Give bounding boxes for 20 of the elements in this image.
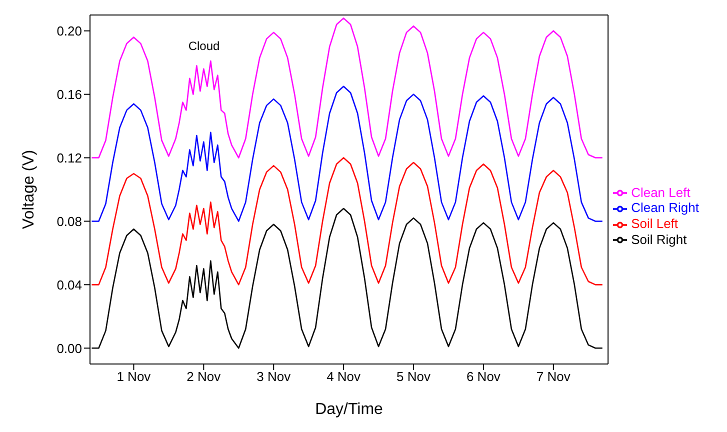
legend-label: Soil Left [631,216,678,231]
y-tick-label: 0.00 [56,340,82,356]
x-tick-label: 4 Nov [326,369,362,384]
annotation: Cloud [188,39,220,53]
x-tick-label: 7 Nov [536,369,571,384]
y-tick-label: 0.12 [56,150,82,166]
x-tick-label: 2 Nov [186,369,222,384]
x-tick-label: 1 Nov [116,369,152,384]
legend-label: Clean Right [631,200,699,216]
y-tick-label: 0.04 [56,277,82,292]
x-tick-label: 3 Nov [256,369,292,384]
legend-label: Soil Right [631,232,687,247]
x-tick-label: 6 Nov [466,369,501,384]
y-tick-label: 0.20 [56,23,82,38]
legend-label: Clean Left [631,184,690,200]
x-axis-title: Day/Time [315,401,384,418]
x-tick-label: 5 Nov [396,369,431,384]
y-axis-title: Voltage (V) [20,150,38,230]
y-tick-label: 0.08 [56,214,82,229]
y-tick-label: 0.16 [56,86,82,102]
